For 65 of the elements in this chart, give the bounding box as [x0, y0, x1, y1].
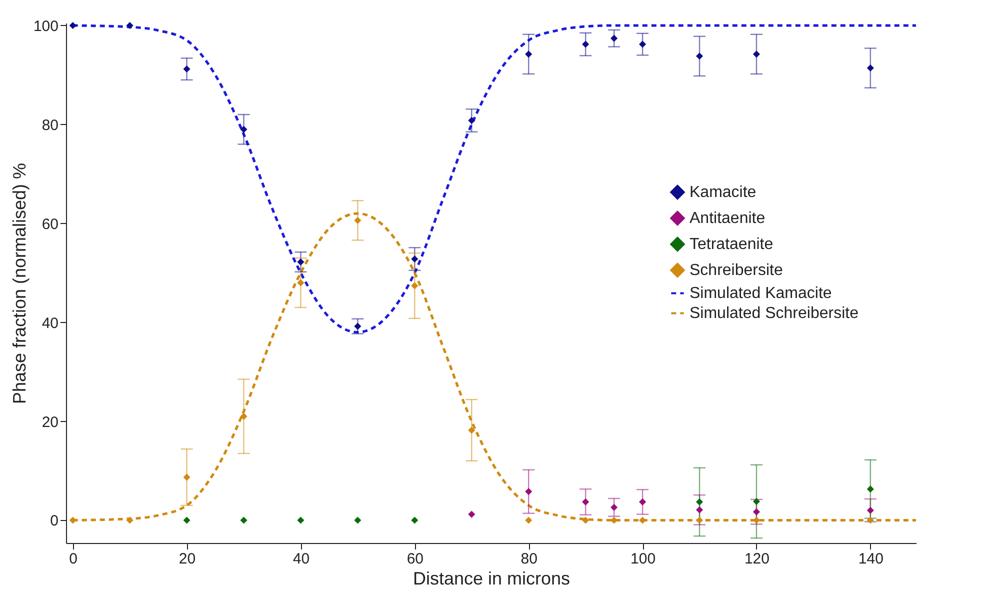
legend-label: Tetrataenite [690, 236, 774, 254]
x-tick-label: 0 [69, 550, 78, 568]
point [69, 22, 76, 30]
point [866, 64, 874, 72]
point [752, 508, 760, 516]
point [411, 282, 418, 290]
x-axis-title: Distance in microns [412, 568, 570, 588]
point [240, 126, 248, 133]
point [610, 504, 618, 511]
point [411, 516, 418, 524]
y-tick-label: 40 [42, 314, 58, 332]
point [183, 65, 190, 73]
point [354, 322, 362, 330]
point [468, 510, 476, 518]
x-tick-label: 100 [630, 550, 656, 568]
y-tick-label: 80 [42, 116, 58, 134]
point [752, 50, 760, 58]
point [696, 506, 704, 514]
x-tick-label: 60 [406, 550, 424, 568]
point [696, 498, 704, 506]
point [582, 498, 590, 506]
point [354, 216, 362, 224]
point [525, 516, 532, 524]
x-tick-label: 140 [858, 550, 884, 568]
point [468, 116, 476, 124]
point [582, 516, 590, 524]
point [866, 516, 874, 524]
y-tick-label: 0 [50, 512, 58, 530]
legend-label: Simulated Schreibersite [690, 305, 859, 322]
point [696, 516, 704, 524]
legend-label: Simulated Kamacite [690, 285, 832, 302]
point [468, 426, 476, 434]
x-tick-label: 120 [744, 550, 770, 568]
point [354, 516, 362, 524]
point [696, 52, 704, 60]
point [297, 279, 304, 286]
legend-label: Antitaenite [690, 210, 766, 228]
legend-label: Kamacite [690, 184, 756, 202]
x-tick-label: 40 [292, 550, 310, 568]
point [297, 258, 304, 266]
point [240, 412, 248, 420]
point [126, 22, 134, 30]
point [69, 516, 76, 524]
y-axis-title: Phase fraction (normalised) % [9, 162, 30, 404]
point [411, 255, 418, 263]
y-tick-label: 20 [42, 414, 58, 431]
point [866, 486, 874, 493]
point [297, 516, 304, 524]
point [240, 516, 248, 524]
point [610, 34, 618, 42]
point [525, 50, 532, 58]
y-tick-label: 60 [42, 216, 58, 233]
point [639, 498, 646, 506]
point [183, 474, 190, 481]
y-tick-label: 100 [33, 18, 58, 35]
point [126, 516, 134, 524]
point [639, 40, 646, 48]
point [183, 516, 190, 524]
x-tick-label: 20 [178, 550, 196, 568]
point [866, 506, 874, 514]
point [525, 488, 532, 496]
x-tick-label: 80 [520, 550, 538, 568]
legend-label: Schreibersite [690, 262, 783, 280]
point [582, 40, 590, 48]
point [752, 498, 760, 505]
